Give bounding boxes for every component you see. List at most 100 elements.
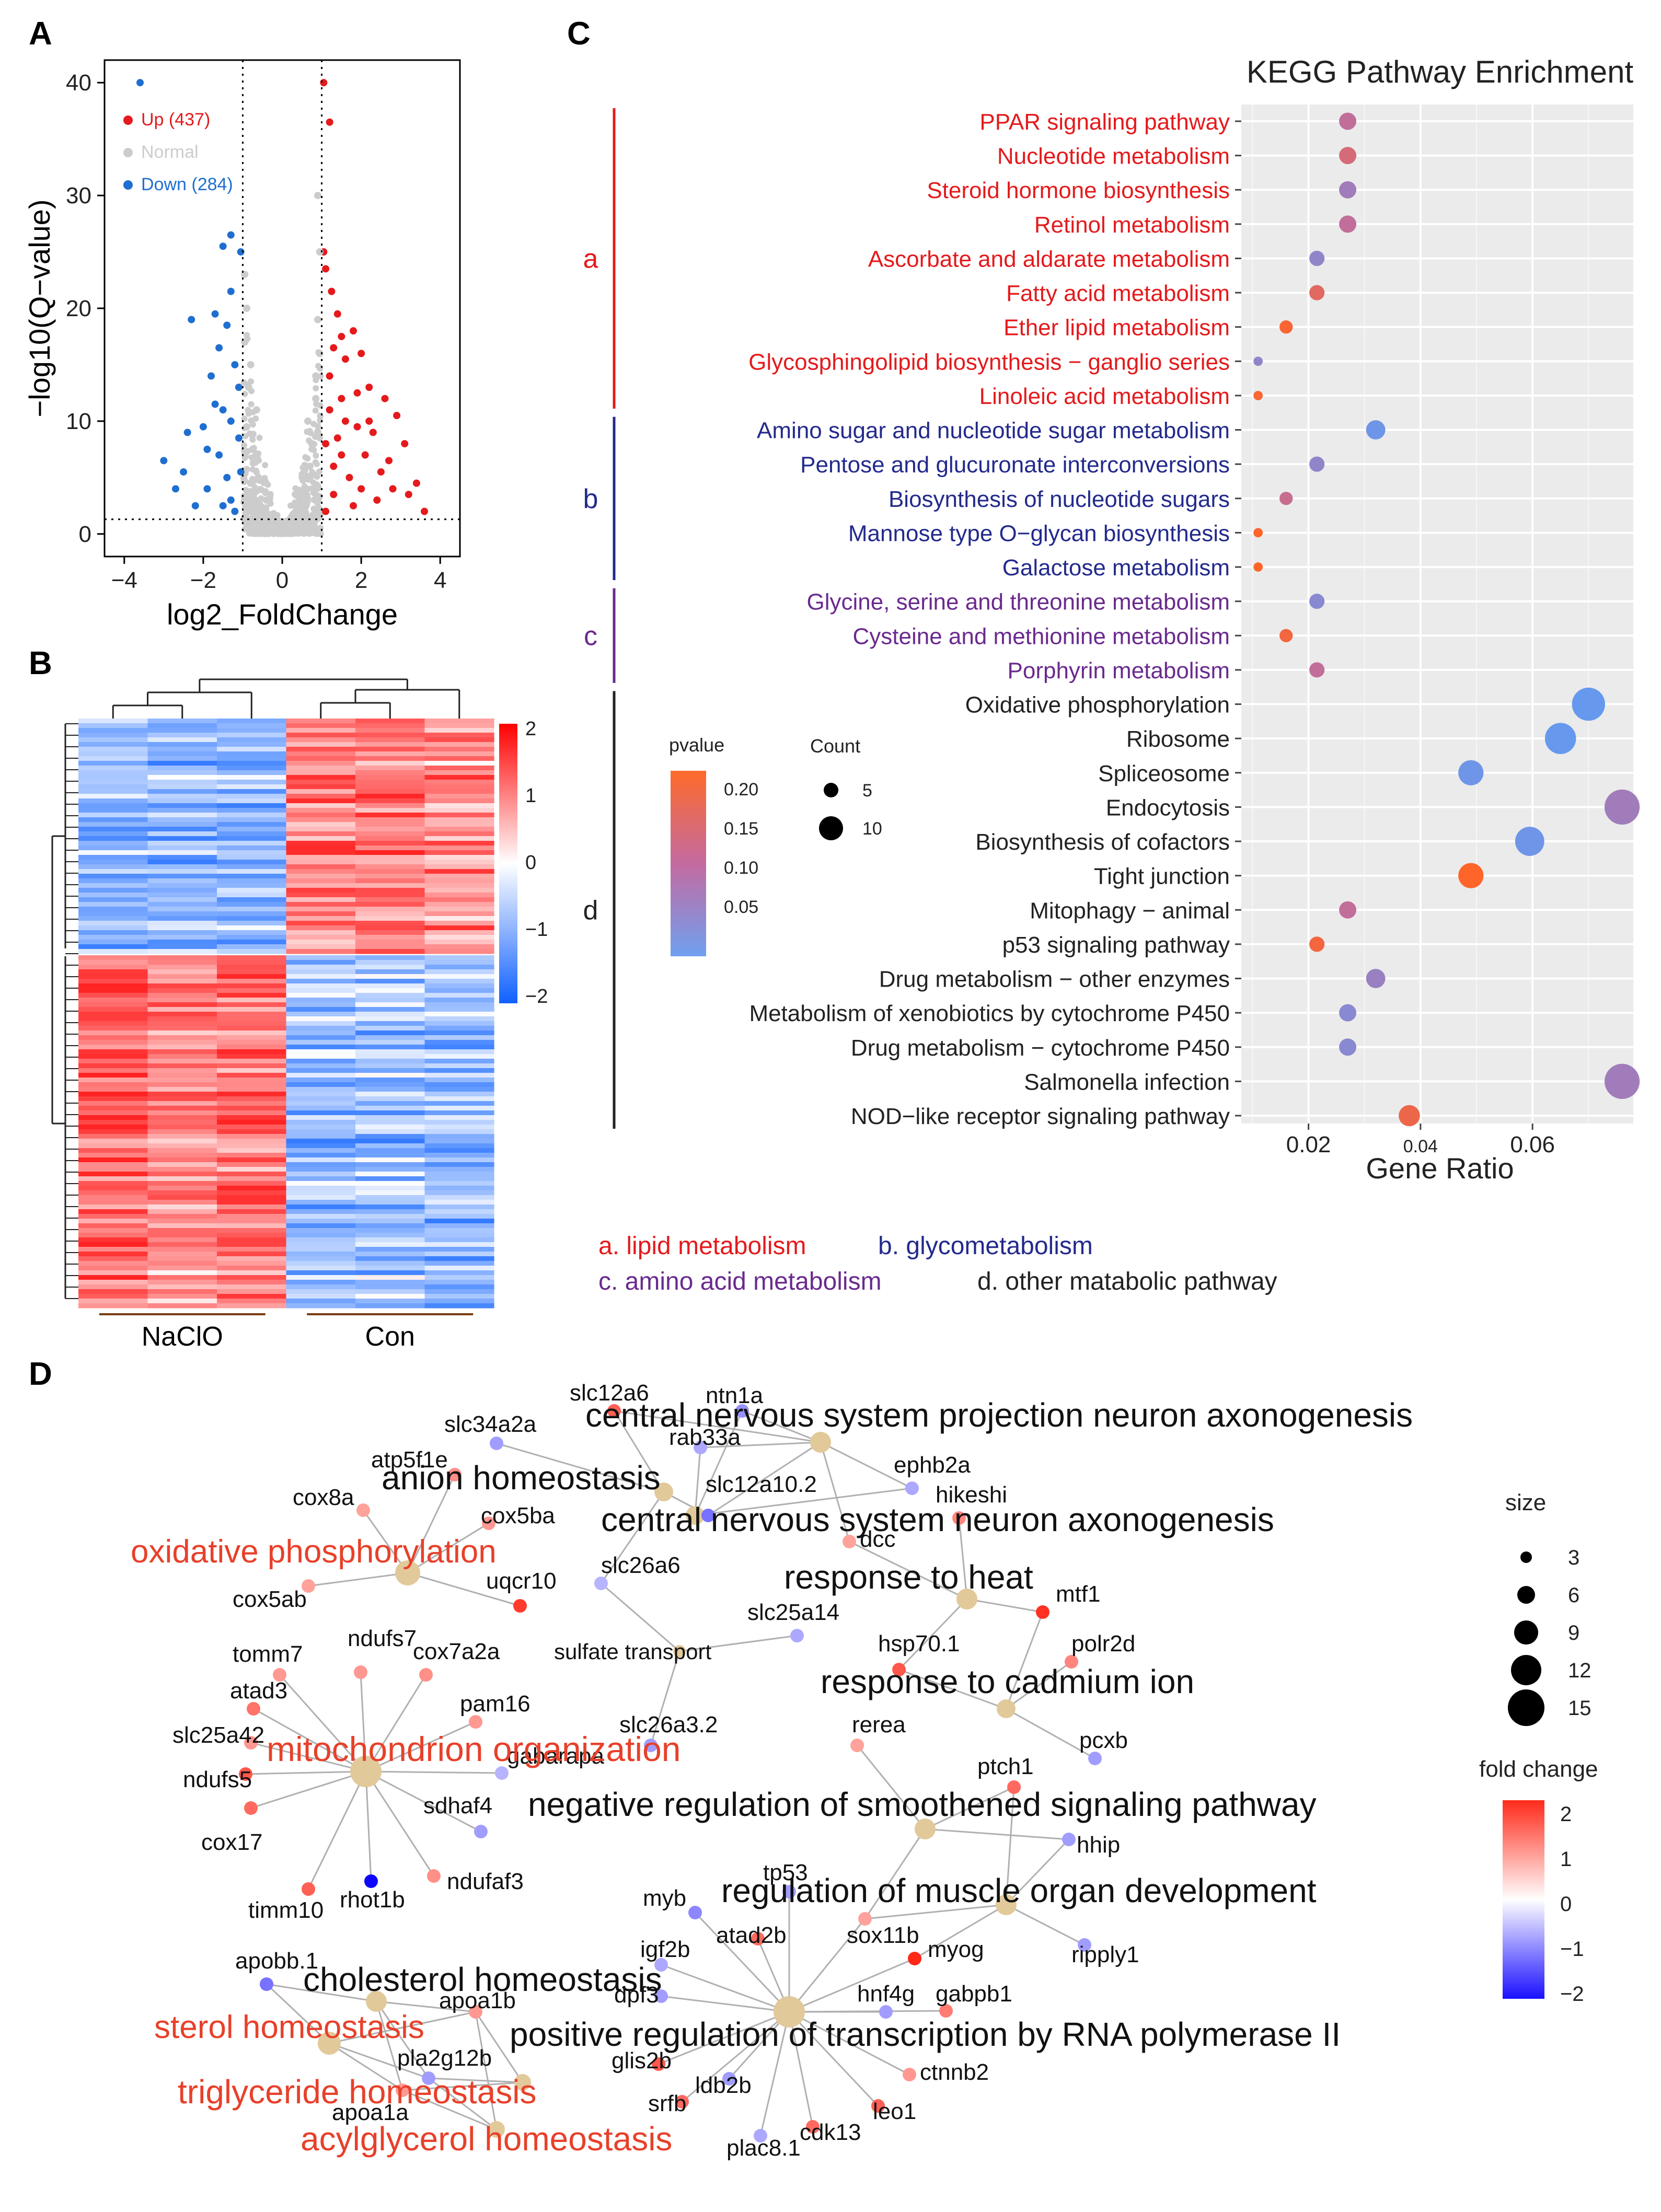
group-label: Con bbox=[365, 1322, 415, 1352]
gene-node bbox=[302, 1579, 315, 1593]
volcano-point-normal-bg bbox=[249, 436, 256, 443]
heatmap-cell bbox=[424, 770, 494, 775]
heatmap-cell bbox=[147, 1115, 217, 1120]
heatmap-cell bbox=[147, 1256, 217, 1261]
heatmap-cell bbox=[147, 780, 217, 785]
pathway-dot bbox=[1572, 687, 1605, 721]
heatmap-cell bbox=[424, 1214, 494, 1219]
volcano-point-normal-bg bbox=[253, 467, 260, 474]
heatmap-cell bbox=[217, 960, 287, 965]
heatmap-cell bbox=[355, 1148, 425, 1153]
heatmap-cell bbox=[78, 1035, 148, 1040]
legend-dot bbox=[123, 115, 133, 125]
heatmap-cell bbox=[78, 1016, 148, 1022]
heatmap-cell bbox=[78, 1045, 148, 1050]
volcano-point-normal bbox=[255, 499, 262, 506]
volcano-point-down bbox=[231, 507, 239, 515]
volcano-point-normal bbox=[314, 428, 321, 436]
heatmap-cell bbox=[78, 1190, 148, 1196]
heatmap-cell bbox=[217, 974, 287, 979]
heatmap-cell bbox=[78, 1247, 148, 1252]
heatmap-cell bbox=[147, 1040, 217, 1045]
size-legend-label: 9 bbox=[1568, 1622, 1579, 1644]
gene-label: dcc bbox=[860, 1526, 895, 1552]
heatmap-cell bbox=[217, 883, 287, 888]
network-edge bbox=[661, 1964, 790, 2013]
heatmap-cell bbox=[424, 733, 494, 738]
group-key: a bbox=[583, 244, 598, 274]
heatmap-cell bbox=[424, 747, 494, 752]
heatmap-cell bbox=[78, 1256, 148, 1261]
heatmap-cell bbox=[355, 798, 425, 804]
heatmap-cell bbox=[217, 817, 287, 823]
heatmap-cell bbox=[355, 1209, 425, 1214]
gene-node bbox=[469, 2005, 482, 2019]
heatmap-cell bbox=[78, 789, 148, 794]
pathway-label: Glycine, serine and threonine metabolism bbox=[806, 589, 1230, 615]
volcano-point-normal-bg bbox=[262, 488, 269, 495]
heatmap-cell bbox=[286, 1101, 356, 1106]
heatmap-cell bbox=[78, 756, 148, 761]
network-edge bbox=[789, 2011, 910, 2076]
heatmap-cell bbox=[147, 747, 217, 752]
heatmap-cell bbox=[355, 1030, 425, 1036]
heatmap-cell bbox=[78, 1101, 148, 1106]
heatmap-cell bbox=[78, 949, 148, 954]
y-tick-label: 40 bbox=[66, 70, 91, 96]
gene-label: atp5f1e bbox=[371, 1447, 448, 1473]
heatmap-cell bbox=[355, 1078, 425, 1083]
x-tick-label: 0.06 bbox=[1510, 1132, 1555, 1157]
heatmap-cell bbox=[78, 798, 148, 804]
heatmap-cell bbox=[147, 728, 217, 733]
heatmap-cell bbox=[147, 822, 217, 827]
heatmap-cell bbox=[286, 893, 356, 898]
heatmap-cell bbox=[355, 1049, 425, 1055]
heatmap-cell bbox=[147, 789, 217, 794]
network-edge bbox=[365, 1771, 435, 1877]
heatmap-cell bbox=[217, 1049, 287, 1055]
volcano-point-normal-bg bbox=[313, 400, 320, 407]
heatmap-cell bbox=[286, 1143, 356, 1149]
heatmap-cell bbox=[147, 808, 217, 813]
heatmap-cell bbox=[286, 1209, 356, 1214]
heatmap-cell bbox=[147, 1209, 217, 1214]
gene-label: apobb.1 bbox=[235, 1948, 318, 1974]
heatmap-cell bbox=[286, 864, 356, 870]
heatmap-cell bbox=[78, 878, 148, 884]
heatmap-cell bbox=[217, 1134, 287, 1139]
heatmap-cell bbox=[355, 733, 425, 738]
heatmap-cell bbox=[147, 737, 217, 743]
volcano-point-normal bbox=[294, 507, 302, 515]
heatmap-cell bbox=[424, 1012, 494, 1017]
volcano-point-normal-bg bbox=[248, 520, 255, 527]
heatmap-cell bbox=[424, 850, 494, 855]
volcano-point-normal-bg bbox=[267, 491, 274, 497]
heatmap-cell bbox=[355, 1205, 425, 1210]
heatmap-cell bbox=[147, 993, 217, 998]
volcano-point-up bbox=[353, 389, 361, 397]
heatmap-cell bbox=[217, 794, 287, 799]
volcano-point-normal-bg bbox=[313, 452, 319, 459]
heatmap-cell bbox=[217, 1237, 287, 1243]
network-edge bbox=[694, 1447, 701, 1516]
heatmap-cell bbox=[217, 770, 287, 775]
colorbar-tick-label: 0 bbox=[525, 852, 536, 874]
heatmap-cell bbox=[147, 827, 217, 832]
heatmap-cell bbox=[355, 723, 425, 728]
heatmap-cell bbox=[355, 780, 425, 785]
network-edge bbox=[375, 2001, 403, 2091]
gene-label: gabarapa bbox=[507, 1743, 604, 1769]
gene-node bbox=[694, 1441, 707, 1454]
heatmap-cell bbox=[147, 719, 217, 724]
heatmap-cell bbox=[355, 949, 425, 954]
heatmap-cell bbox=[286, 1016, 356, 1022]
heatmap-cell bbox=[78, 1219, 148, 1224]
heatmap-cell bbox=[355, 897, 425, 902]
pathway-dot bbox=[1339, 181, 1357, 199]
network-edge bbox=[428, 2077, 523, 2083]
heatmap-cell bbox=[147, 1092, 217, 1097]
heatmap-cell bbox=[78, 836, 148, 841]
heatmap-cell bbox=[355, 1172, 425, 1177]
pvalue-colorbar bbox=[671, 771, 706, 956]
